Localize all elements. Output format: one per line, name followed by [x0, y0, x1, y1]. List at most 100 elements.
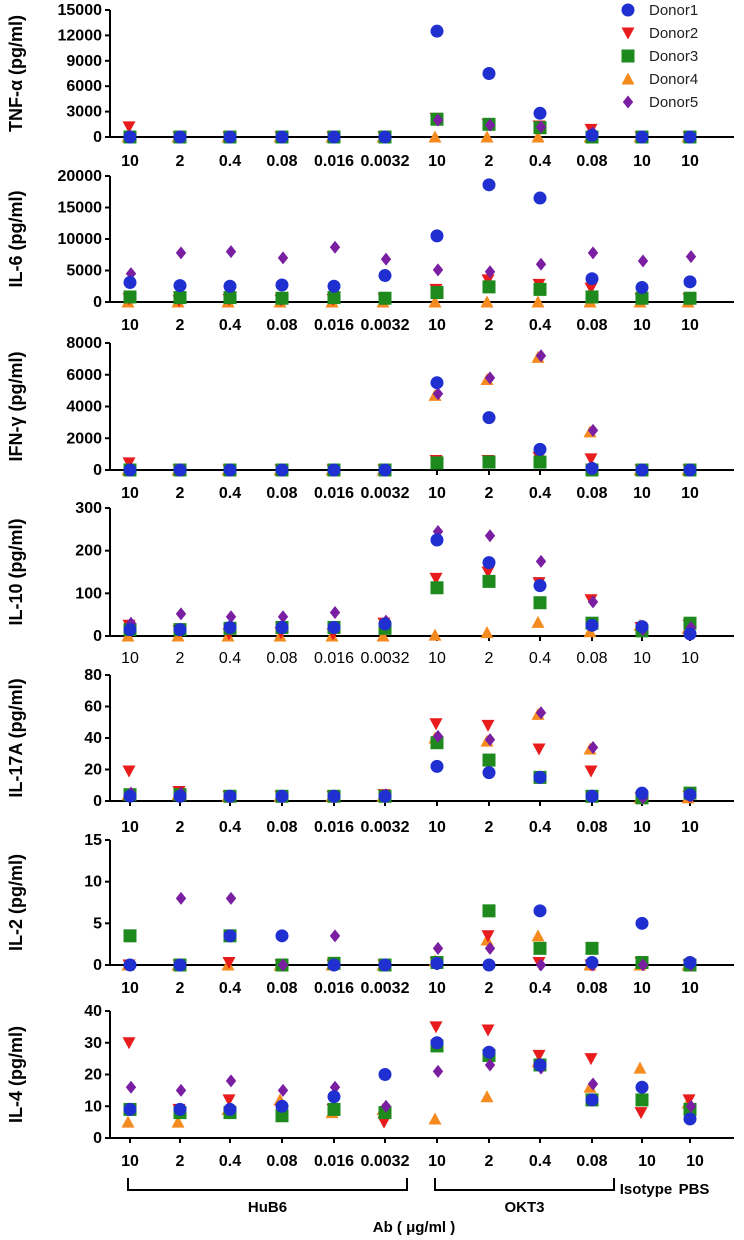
x-tick-label: 10 — [121, 485, 139, 502]
x-tick-label: 0.08 — [266, 153, 297, 170]
data-point — [482, 753, 496, 767]
x-tick-label: 0.4 — [219, 819, 241, 836]
x-axis-title: Ab ( μg/ml ) — [373, 1219, 456, 1236]
y-axis-title: TNF-α (pg/ml) — [6, 15, 26, 132]
data-point — [685, 1099, 697, 1113]
y-tick-label: 200 — [75, 543, 102, 560]
data-point — [121, 1115, 135, 1128]
data-point — [585, 461, 599, 475]
y-tick-label: 15000 — [58, 2, 103, 19]
data-point — [380, 252, 392, 266]
data-point — [173, 958, 187, 972]
data-point — [482, 67, 496, 80]
y-tick-label: 12000 — [58, 27, 103, 44]
series-donor4 — [121, 350, 695, 476]
legend-marker — [621, 27, 635, 40]
x-tick-label: 10 — [428, 153, 446, 170]
legend-label: Donor2 — [649, 25, 698, 42]
x-tick-label: 10 — [633, 819, 651, 836]
x-tick-label: 2 — [176, 485, 185, 502]
y-tick-label: 80 — [84, 667, 102, 684]
data-point — [683, 130, 697, 144]
data-point — [173, 279, 187, 293]
legend-marker — [622, 95, 634, 109]
legend-item-donor4: Donor4 — [621, 71, 698, 88]
data-point — [430, 456, 444, 470]
data-point — [533, 904, 547, 918]
y-tick-label: 30 — [84, 1035, 102, 1052]
data-point — [171, 1115, 185, 1128]
y-tick-label: 0 — [93, 957, 102, 974]
x-tick-label: 2 — [176, 819, 185, 836]
data-point — [122, 457, 136, 470]
data-point — [223, 620, 237, 634]
data-point — [173, 623, 187, 637]
data-point — [376, 629, 390, 642]
x-tick-label: 0.016 — [314, 485, 354, 502]
series-donor2 — [122, 1021, 696, 1129]
data-point — [685, 250, 697, 264]
x-tick-label: 0.08 — [576, 485, 607, 502]
data-point — [480, 130, 494, 143]
data-point — [585, 272, 599, 286]
x-tick-label: 0.0032 — [361, 980, 410, 997]
data-point — [585, 941, 599, 955]
x-tick-label: 10 — [638, 1153, 656, 1170]
x-tick-label: 10 — [681, 650, 699, 667]
x-tick-label: 10 — [121, 819, 139, 836]
series-donor1 — [123, 178, 697, 295]
panel-2: 0 5000 10000 15000 20000 10 2 0.4 0.08 0.016 0.003… — [6, 168, 734, 334]
data-point — [123, 130, 137, 144]
data-point — [329, 929, 341, 943]
data-point — [175, 1083, 187, 1097]
series-donor3 — [123, 112, 697, 144]
x-tick-label: 10 — [633, 153, 651, 170]
x-tick-label: 0.016 — [314, 153, 354, 170]
data-point — [533, 596, 547, 610]
series-donor4 — [121, 1055, 695, 1128]
data-point — [123, 958, 137, 972]
data-point — [533, 282, 547, 296]
y-tick-label: 6000 — [66, 78, 102, 95]
data-point — [484, 265, 496, 279]
x-tick-label: 2 — [485, 317, 494, 334]
x-tick-label: 10 — [121, 1153, 139, 1170]
data-point — [378, 291, 392, 305]
data-point — [223, 291, 237, 305]
data-point — [432, 113, 444, 127]
x-tick-label: 10 — [633, 980, 651, 997]
x-tick-label: 0.08 — [266, 1153, 297, 1170]
x-tick-label: 2 — [176, 317, 185, 334]
x-tick-label: 10 — [121, 980, 139, 997]
y-axis-title: IL-17A (pg/ml) — [6, 678, 26, 797]
data-point — [432, 387, 444, 401]
data-point — [122, 121, 136, 134]
x-tick-label: 0.4 — [219, 485, 241, 502]
x-tick-label: 10 — [681, 819, 699, 836]
data-point — [123, 1102, 137, 1116]
data-point — [584, 765, 598, 778]
data-point — [428, 295, 442, 308]
data-point — [482, 556, 496, 570]
data-point — [223, 130, 237, 144]
x-tick-label: 10 — [681, 153, 699, 170]
data-point — [533, 770, 547, 784]
x-tick-label: 0.016 — [314, 317, 354, 334]
x-tick-label: 0.08 — [576, 980, 607, 997]
data-point — [327, 1102, 341, 1116]
data-point — [535, 120, 547, 134]
x-tick-label: 2 — [176, 153, 185, 170]
x-tick-label: 0.4 — [529, 980, 551, 997]
data-point — [484, 1058, 496, 1072]
data-point — [635, 291, 649, 305]
data-point — [535, 257, 547, 271]
data-point — [683, 1112, 697, 1126]
data-point — [378, 269, 392, 283]
series-donor2 — [122, 718, 696, 805]
y-tick-label: 20000 — [58, 168, 103, 185]
data-point — [223, 929, 237, 943]
data-point — [428, 1112, 442, 1125]
group-okt3: OKT3 — [434, 1178, 615, 1216]
data-point — [225, 610, 237, 624]
data-point — [123, 789, 137, 803]
